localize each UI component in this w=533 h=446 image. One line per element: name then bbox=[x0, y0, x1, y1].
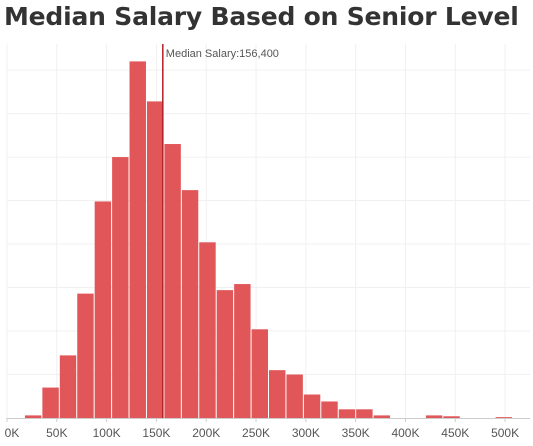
x-tick-label: 450K bbox=[441, 426, 469, 440]
x-tick-label: 400K bbox=[391, 426, 419, 440]
histogram-bar bbox=[251, 329, 268, 418]
histogram-bar bbox=[338, 409, 356, 418]
histogram-bar bbox=[286, 374, 303, 418]
x-tick-label: 0K bbox=[5, 426, 20, 440]
histogram-bar bbox=[425, 415, 443, 418]
median-reference-line-group: Median Salary:156,400 bbox=[162, 44, 279, 418]
histogram-bars bbox=[24, 61, 513, 418]
median-reference-label: Median Salary:156,400 bbox=[166, 48, 279, 60]
histogram-bar bbox=[77, 293, 94, 418]
histogram-bar bbox=[216, 290, 234, 418]
x-tick-label: 200K bbox=[192, 426, 220, 440]
histogram-bar bbox=[146, 101, 164, 418]
x-tick-label: 150K bbox=[142, 426, 170, 440]
histogram-bar bbox=[269, 370, 286, 418]
x-axis-ticks: 0K 50K 100K 150K 200K 250K 300K 350K 400K 450K 500… bbox=[5, 418, 519, 440]
histogram-bar bbox=[42, 387, 59, 418]
histogram-bar bbox=[303, 394, 321, 418]
histogram-bar bbox=[495, 417, 513, 418]
x-tick-label: 50K bbox=[46, 426, 67, 440]
histogram-bar bbox=[181, 190, 199, 418]
x-tick-label: 250K bbox=[242, 426, 270, 440]
histogram-bar bbox=[129, 61, 146, 418]
chart-title: Median Salary Based on Senior Level bbox=[4, 2, 519, 31]
histogram-bar bbox=[356, 409, 373, 418]
histogram-bar bbox=[199, 242, 216, 418]
histogram-bar bbox=[164, 144, 181, 418]
grid-lines bbox=[6, 44, 530, 418]
x-tick-label: 100K bbox=[93, 426, 121, 440]
histogram-bar bbox=[59, 355, 77, 418]
histogram-bar bbox=[112, 157, 129, 418]
histogram-bar bbox=[24, 415, 42, 418]
histogram-bar bbox=[443, 416, 460, 418]
x-tick-label: 300K bbox=[292, 426, 320, 440]
histogram-bar bbox=[373, 415, 391, 418]
histogram-bar bbox=[234, 284, 251, 418]
histogram-bar bbox=[94, 201, 112, 418]
x-tick-label: 500K bbox=[491, 426, 519, 440]
x-tick-label: 350K bbox=[342, 426, 370, 440]
histogram-bar bbox=[321, 401, 338, 418]
